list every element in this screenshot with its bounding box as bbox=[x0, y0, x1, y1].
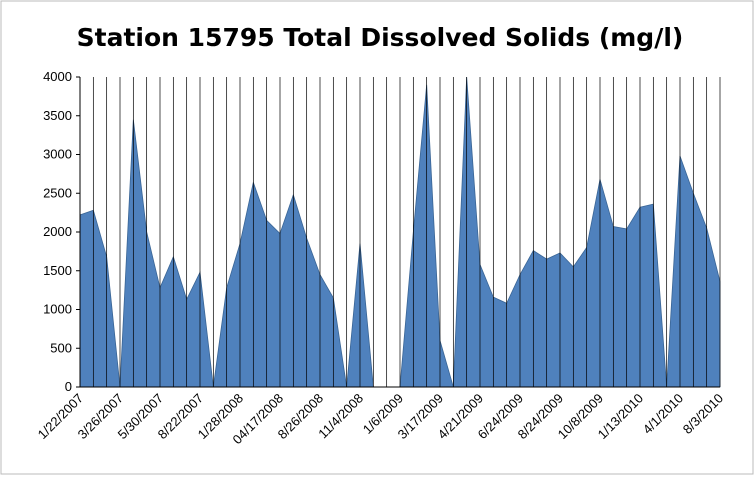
y-tick-label: 3000 bbox=[43, 147, 72, 162]
y-tick-label: 4000 bbox=[43, 69, 72, 84]
chart-title: Station 15795 Total Dissolved Solids (mg… bbox=[77, 23, 684, 52]
y-tick-label: 0 bbox=[65, 379, 72, 394]
y-tick-label: 1000 bbox=[43, 302, 72, 317]
y-tick-label: 500 bbox=[50, 340, 72, 355]
y-tick-label: 2000 bbox=[43, 224, 72, 239]
y-tick-label: 2500 bbox=[43, 185, 72, 200]
y-tick-label: 3500 bbox=[43, 108, 72, 123]
y-tick-label: 1500 bbox=[43, 263, 72, 278]
